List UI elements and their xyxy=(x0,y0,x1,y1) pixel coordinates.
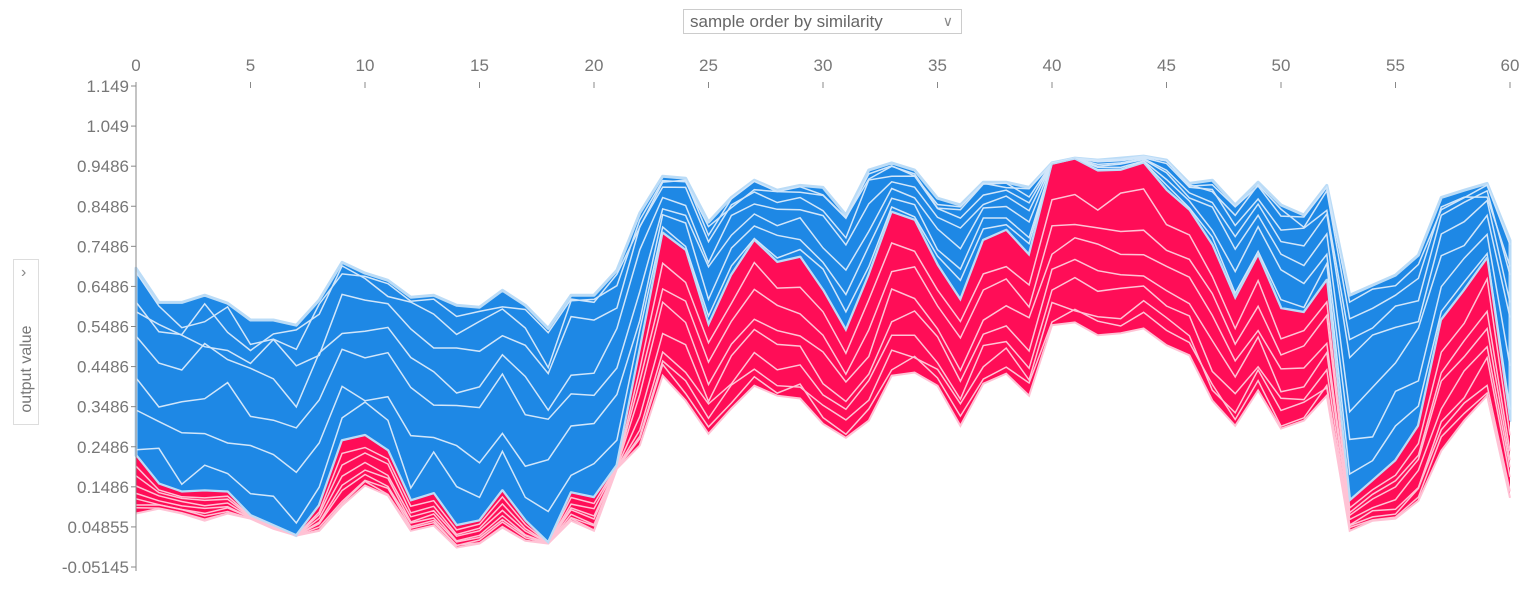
positive-feature-line xyxy=(135,276,1511,545)
y-tick-label: 0.1486 xyxy=(77,478,129,497)
positive-feature-line xyxy=(135,188,1511,545)
negative-feature-line xyxy=(135,157,1511,375)
output-value-line xyxy=(135,158,1511,545)
sample-order-dropdown-label: sample order by similarity xyxy=(690,12,883,31)
x-tick-label: 35 xyxy=(928,56,947,75)
x-tick-label: 0 xyxy=(131,56,140,75)
sample-order-dropdown[interactable]: sample order by similarity ∨ xyxy=(683,9,962,34)
y-tick-label: 0.9486 xyxy=(77,157,129,176)
y-axis-label: output value xyxy=(18,325,35,413)
y-tick-label: 1.049 xyxy=(86,117,129,136)
negative-feature-line xyxy=(135,157,1511,412)
x-tick-label: 20 xyxy=(585,56,604,75)
y-tick-label: 0.2486 xyxy=(77,438,129,457)
x-axis: 0 5 10 15 20 25 30 35 40 45 50 55 60 xyxy=(131,56,1519,88)
x-tick-label: 15 xyxy=(470,56,489,75)
y-tick-label: 0.8486 xyxy=(77,197,129,216)
lower-boundary-line xyxy=(135,321,1511,549)
positive-feature-line xyxy=(135,223,1511,545)
x-tick-label: 5 xyxy=(246,56,255,75)
positive-feature-line xyxy=(135,299,1511,547)
y-tick-label: 0.6486 xyxy=(77,277,129,296)
x-tick-label: 25 xyxy=(699,56,718,75)
positive-feature-line xyxy=(135,236,1511,545)
x-tick-label: 40 xyxy=(1043,56,1062,75)
y-tick-label: 0.5486 xyxy=(77,318,129,337)
y-tick-label: 0.7486 xyxy=(77,237,129,256)
positive-effects-area xyxy=(136,158,1510,548)
y-tick-label: 0.3486 xyxy=(77,398,129,417)
chevron-right-icon: › xyxy=(21,264,27,281)
negative-feature-line xyxy=(135,157,1511,474)
y-tick-label: 0.4486 xyxy=(77,358,129,377)
negative-feature-line xyxy=(135,155,1511,351)
x-tick-label: 10 xyxy=(356,56,375,75)
negative-feature-line xyxy=(135,158,1511,525)
x-tick-label: 55 xyxy=(1386,56,1405,75)
x-tick-label: 45 xyxy=(1157,56,1176,75)
y-tick-label: 0.04855 xyxy=(68,518,129,537)
positive-feature-line xyxy=(135,258,1511,545)
y-tick-label: -0.05145 xyxy=(62,558,129,577)
x-tick-label: 30 xyxy=(814,56,833,75)
y-tick-label: 1.149 xyxy=(86,77,129,96)
x-tick-label: 60 xyxy=(1501,56,1520,75)
y-axis: 1.149 1.049 0.9486 0.8486 0.7486 0.6486 0.5486… xyxy=(62,77,137,577)
stacked-areas xyxy=(134,154,1512,549)
x-tick-label: 50 xyxy=(1272,56,1291,75)
chevron-down-icon: ∨ xyxy=(942,13,953,29)
negative-feature-line xyxy=(135,157,1511,429)
y-axis-label-selector[interactable]: › output value xyxy=(13,259,39,425)
